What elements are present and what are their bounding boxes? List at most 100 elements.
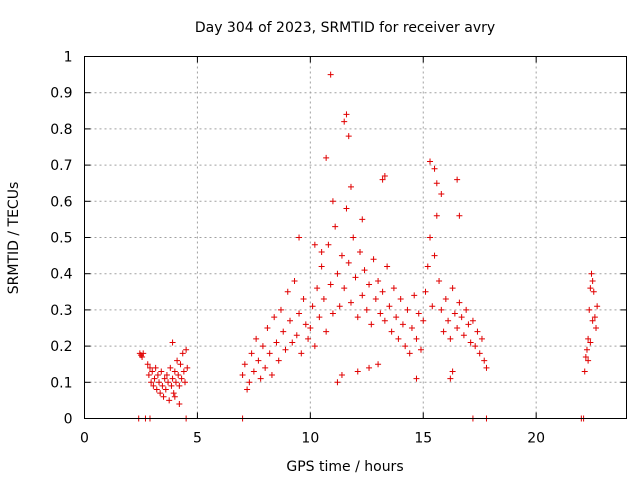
data-point [469,317,476,324]
data-point [429,303,436,310]
y-tick-label: 0.4 [50,267,72,283]
data-point [372,296,379,303]
data-point [257,375,264,382]
data-point [318,263,325,270]
data-point [347,299,354,306]
data-point [323,328,330,335]
data-point [354,368,361,375]
data-point [259,343,266,350]
data-point [375,361,382,368]
data-point [338,252,345,259]
x-tick-label: 0 [80,431,89,447]
data-point [427,158,434,165]
data-point [271,314,278,321]
data-point [424,263,431,270]
x-axis-label: GPS time / hours [286,459,403,475]
chart-title: Day 304 of 2023, SRMTID for receiver avr… [195,20,495,36]
data-point [413,335,420,342]
tick-layer: 00.10.20.30.40.50.60.70.80.910 5 10 15 20 [50,50,627,447]
x-tick-label: 10 [301,431,319,447]
data-point [184,364,191,371]
x-tick-label: 15 [414,431,432,447]
data-point [169,339,176,346]
y-axis-label: SRMTID / TECUs [6,182,22,295]
data-point [262,364,269,371]
data-point [149,368,156,375]
data-point [266,350,273,357]
data-point [150,382,157,389]
data-point [449,285,456,292]
data-point [153,386,160,393]
y-tick-label: 0.9 [50,86,72,102]
data-point [302,321,309,328]
data-point [160,393,167,400]
data-point [472,343,479,350]
data-point [359,292,366,299]
data-point [316,314,323,321]
data-point [158,368,165,375]
data-point [415,310,422,317]
data-point [273,339,280,346]
data-point [379,288,386,295]
data-point [458,314,465,321]
data-point [250,368,257,375]
data-point [298,350,305,357]
data-point [177,361,184,368]
data-point [275,357,282,364]
data-point [366,364,373,371]
data-point [174,357,181,364]
data-point [370,256,377,263]
data-point [309,303,316,310]
data-point [347,183,354,190]
data-point [179,350,186,357]
data-point [169,375,176,382]
y-tick-label: 0.3 [50,303,72,319]
data-point [431,165,438,172]
data-point [417,346,424,353]
data-point [436,277,443,284]
data-point [336,303,343,310]
data-point [170,390,177,397]
data-point [296,310,303,317]
data-point [460,332,467,339]
data-point [343,205,350,212]
data-point [300,296,307,303]
x-tick-label: 5 [193,431,202,447]
data-point [397,296,404,303]
data-point [139,353,146,360]
data-point [357,248,364,255]
data-point [172,379,179,386]
data-point [433,180,440,187]
data-point [411,292,418,299]
data-point [420,317,427,324]
data-point [390,285,397,292]
data-point [582,353,589,360]
data-point [481,357,488,364]
data-point [318,248,325,255]
data-point [289,339,296,346]
data-point [585,357,592,364]
data-point [239,372,246,379]
data-point [384,263,391,270]
data-point [594,303,601,310]
data-points [135,71,601,422]
y-tick-label: 0.8 [50,122,72,138]
data-point [483,364,490,371]
data-point [361,267,368,274]
data-point [282,346,289,353]
data-point [323,154,330,161]
data-point [145,372,152,379]
data-point [587,285,594,292]
data-point [332,223,339,230]
data-point [427,234,434,241]
data-point [438,306,445,313]
data-point [366,281,373,288]
data-point [399,321,406,328]
data-point [454,325,461,331]
data-point [144,361,151,368]
data-point [284,288,291,295]
data-point [408,325,415,331]
data-point [329,310,336,317]
data-point [159,382,166,389]
